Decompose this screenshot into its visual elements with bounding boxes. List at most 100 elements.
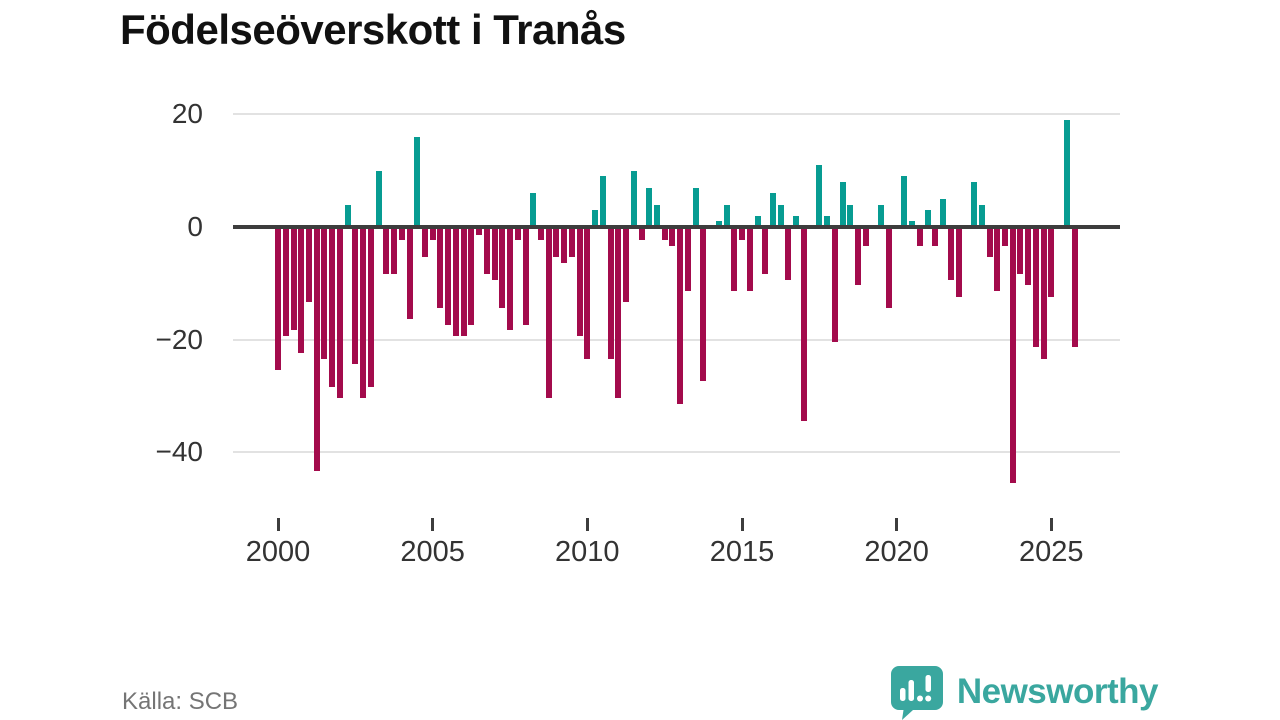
x-axis-label: 2025 <box>1019 536 1084 568</box>
newsworthy-wordmark: Newsworthy <box>956 672 1159 711</box>
bar <box>638 229 645 241</box>
bar <box>909 221 916 227</box>
x-axis-label: 2020 <box>864 536 929 568</box>
bar <box>816 165 823 227</box>
bar <box>592 210 599 227</box>
bar <box>878 204 885 227</box>
y-axis-label: 0 <box>187 211 203 242</box>
x-axis-label: 2015 <box>709 536 775 568</box>
bar <box>360 229 367 398</box>
bar <box>901 176 908 227</box>
bar <box>507 229 513 331</box>
bar <box>499 229 506 308</box>
bar <box>623 229 629 303</box>
bar <box>576 229 583 336</box>
bar <box>282 229 289 336</box>
bar <box>1032 229 1039 348</box>
bar <box>336 229 343 398</box>
bar <box>375 170 382 227</box>
bar <box>305 229 312 303</box>
bar <box>839 181 846 227</box>
x-axis-tick <box>276 518 280 531</box>
bar <box>653 204 660 227</box>
bar <box>994 229 1001 291</box>
bar <box>800 229 807 421</box>
bar <box>916 229 923 246</box>
newsworthy-bubble-chart-icon <box>887 664 945 720</box>
bar <box>978 204 985 227</box>
bar <box>298 229 305 353</box>
bar <box>785 229 792 280</box>
bar <box>669 229 676 246</box>
bar <box>452 229 459 336</box>
bar <box>275 229 281 370</box>
bar <box>731 229 738 291</box>
y-axis-label: −20 <box>155 324 204 355</box>
bar <box>769 193 776 227</box>
bar <box>545 229 552 398</box>
bar <box>491 229 498 280</box>
bar <box>986 229 993 258</box>
bar <box>568 229 575 258</box>
bar <box>955 229 962 297</box>
bar <box>313 229 320 472</box>
bar <box>684 229 691 291</box>
bar <box>739 229 745 241</box>
bar <box>514 229 521 241</box>
bar <box>615 229 622 398</box>
x-axis-label: 2010 <box>555 536 620 568</box>
bar <box>1017 229 1024 275</box>
source-note: Källa: SCB <box>122 688 239 715</box>
x-axis-label: 2005 <box>400 536 465 568</box>
bar <box>692 187 699 227</box>
bar <box>321 229 328 359</box>
x-axis-label: 2000 <box>245 536 311 568</box>
bar <box>290 229 297 331</box>
bar <box>383 229 390 275</box>
bar <box>607 229 614 359</box>
newsworthy-logo: Newsworthy <box>887 664 1159 720</box>
bar <box>824 215 831 227</box>
bar <box>1001 229 1008 246</box>
bar <box>429 229 436 241</box>
bar <box>344 204 351 227</box>
bar <box>715 221 722 227</box>
bar <box>677 229 684 404</box>
y-axis-label: 20 <box>171 98 203 129</box>
bar <box>940 198 947 227</box>
chart-title: Födelseöverskott i Tranås <box>120 6 626 53</box>
bar <box>847 204 854 227</box>
bar <box>398 229 405 241</box>
bar <box>483 229 490 275</box>
bar <box>1048 229 1055 297</box>
x-axis-tick <box>895 518 899 531</box>
bar <box>421 229 428 258</box>
bar <box>522 229 529 325</box>
bar <box>862 229 869 246</box>
bar <box>460 229 467 336</box>
bar <box>352 229 359 365</box>
y-axis-label: −40 <box>155 436 204 467</box>
bar <box>746 229 753 291</box>
gridline--20 <box>233 339 1120 341</box>
bar <box>885 229 892 308</box>
x-axis-tick <box>740 518 744 531</box>
bar <box>646 187 653 227</box>
bar <box>530 193 537 227</box>
bar <box>1025 229 1032 286</box>
bar <box>700 229 707 382</box>
x-axis-tick <box>1049 518 1053 531</box>
bar <box>1009 229 1016 483</box>
bar <box>584 229 591 359</box>
bar <box>406 229 413 320</box>
bar <box>971 181 977 227</box>
bar <box>1040 229 1047 359</box>
bar <box>831 229 838 342</box>
zero-axis-line <box>233 225 1120 229</box>
bar <box>723 204 730 227</box>
bar <box>599 176 606 227</box>
bar <box>329 229 336 387</box>
bar <box>754 215 761 227</box>
bar <box>367 229 374 387</box>
